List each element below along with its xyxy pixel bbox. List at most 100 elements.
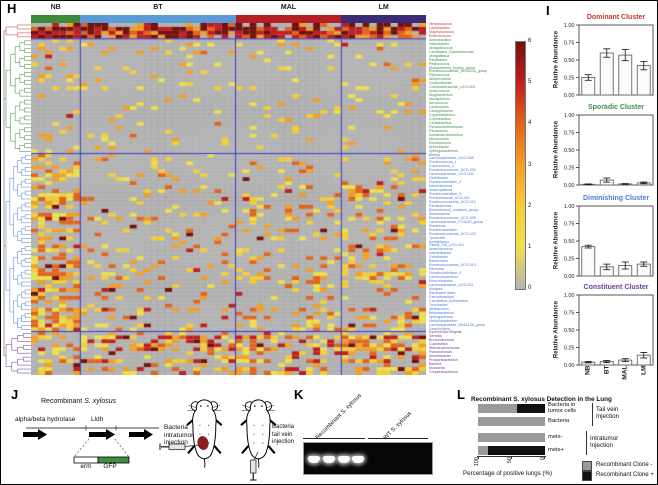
panel-k-label: K [294, 387, 304, 402]
taxon-label: Acetatifactor [429, 239, 449, 244]
taxon-label: Allobaculum [429, 306, 449, 311]
detection-bar-row [478, 433, 545, 442]
gfp-label: GFP [103, 463, 117, 470]
svg-text:0.50: 0.50 [564, 148, 575, 154]
taxon-label: Odoribacter [429, 255, 448, 260]
gel-group1-label: Recombinant S. xylosus [314, 392, 363, 441]
taxon-label: Lactobacillus [429, 25, 450, 30]
cluster-chart-title: Constituent Cluster [583, 284, 649, 291]
x-category-label: BT [603, 365, 611, 375]
svg-text:0.25: 0.25 [564, 346, 575, 352]
taxon-label: Turicibacter [429, 302, 448, 307]
taxon-label: Chryseobacterium [429, 370, 459, 375]
taxon-label: Prevotellaceae_UCG-001 [429, 196, 470, 201]
svg-text:0.50: 0.50 [564, 328, 575, 334]
x-tick-mark [544, 456, 545, 459]
taxon-label: Parabacteroides [429, 290, 456, 295]
clone-positive-segment [516, 404, 545, 413]
taxon-label: Acinetobacter [429, 354, 451, 359]
taxon-label: Propionibacterium [429, 358, 458, 363]
svg-text:1.00: 1.00 [564, 23, 575, 29]
taxon-label: Lachnoclostridium [429, 275, 458, 280]
taxon-label: Ruminiclostridium_6 [429, 192, 462, 197]
taxon-label: Rhodococcus [429, 140, 451, 145]
taxon-label: Bacillus [429, 362, 442, 367]
construct-and-mice-diagram [23, 398, 277, 481]
x-tick-label: 0 [540, 457, 546, 461]
clone-negative-segment [478, 446, 489, 455]
group-bar-LM [341, 15, 426, 23]
taxon-label: Desulfovibrio [429, 326, 450, 331]
taxon-label: Oscillibacter [429, 176, 449, 181]
group-label-NB: NB [50, 4, 61, 11]
group-label-MAL: MAL [280, 4, 297, 11]
colorbar-tick: 6 [528, 38, 532, 44]
taxon-label: Family_XIII_UCG-001 [429, 243, 465, 248]
detection-row-label: mets+ [548, 447, 564, 453]
taxon-label: Enterococcus [429, 33, 451, 38]
colorbar-tick: 2 [528, 202, 532, 209]
taxon-label: Lachnospiraceae_FCS020_group [429, 219, 483, 224]
x-category-label: NB [584, 365, 592, 375]
taxon-label: Ruminococcaceae_UCG-003 [429, 231, 476, 236]
taxon-label: Actinobacillus [429, 37, 451, 42]
gel-band [337, 456, 350, 463]
legend-item: Recombinant Clone - [582, 461, 652, 471]
mouse-tailvein [240, 398, 277, 469]
taxon-label: Pseudoxanthomonas [429, 124, 463, 129]
taxon-label: Ruminococcaceae_UCG-010 [429, 199, 476, 204]
gel-group2-label: WT S. xylosus [382, 410, 414, 441]
svg-text:1.00: 1.00 [564, 204, 575, 210]
taxon-label: Blautia [429, 152, 440, 157]
taxon-label: Ruminiclostridium_9 [429, 271, 462, 276]
svg-text:0.25: 0.25 [564, 166, 575, 172]
taxon-label: Mogibacterium [429, 93, 453, 98]
taxon-label: Serratia [429, 334, 442, 339]
detection-bar-row [478, 417, 545, 426]
x-category-label: MAL [621, 365, 629, 380]
taxon-label: Ruminococcus_1 [429, 160, 457, 165]
syringe-tailvein [250, 451, 259, 481]
taxon-label: Anaerovorax [429, 89, 450, 94]
construct-title: Recombinant S. xylosus [41, 398, 117, 405]
taxon-label: Mucispirillum [429, 97, 450, 102]
gene2-label: Lldh [91, 416, 104, 423]
svg-text:0.00: 0.00 [564, 183, 575, 189]
legend-item: Recombinant Clone + [582, 471, 654, 481]
taxon-label: Pseudomonas [429, 350, 452, 355]
svg-text:0.50: 0.50 [564, 58, 575, 64]
panel-l-label: L [457, 387, 465, 402]
taxon-label: Tyzzerella [429, 235, 446, 240]
taxon-label: Jeotgalibaca [429, 53, 450, 58]
cluster-bar-chart: 1.00 0.75 0.50 0.25 0.00 [564, 23, 654, 99]
taxon-label: Parasutterella [429, 203, 452, 208]
svg-text:0.75: 0.75 [564, 311, 575, 317]
intratumor-bracket-label: Intratumor Injection [590, 435, 619, 449]
taxon-label: Lactococcus [429, 105, 449, 110]
taxon-label: Bifidobacterium [429, 310, 454, 315]
svg-text:1.00: 1.00 [564, 293, 575, 299]
tailvein-bracket-label: Tail vein Injection [596, 406, 620, 420]
cluster-chart-title: Diminishing Cluster [582, 195, 650, 202]
taxon-label: Lachnospiraceae_UCG-008 [429, 156, 474, 161]
taxon-label: Akkermansia [429, 211, 450, 216]
taxon-label: Cerasibacillus [429, 120, 452, 125]
heatmap-row-labels: Streptococcus Lactobacillus Staphylococcus… [429, 22, 527, 377]
erm-label: erm [80, 463, 92, 470]
taxon-label: Brevundimonas [429, 338, 454, 343]
taxon-label: Ruminococcaceae_NK4A214_group [429, 69, 488, 74]
taxon-label: Arthrobacter [429, 144, 449, 149]
tailvein-bracket [592, 403, 593, 426]
taxon-label: Lachnospiraceae_UCG-001 [429, 283, 474, 288]
taxon-label: Aerococcus [429, 101, 448, 106]
taxon-label: Escherichia-Shigella [429, 330, 462, 335]
svg-text:0.75: 0.75 [564, 41, 575, 47]
gel-image [303, 442, 433, 475]
x-tick-mark [478, 456, 479, 459]
taxon-label: Bacteroides [429, 259, 448, 264]
cluster-bar-chart: 1.00 0.75 0.50 0.25 0.00 [564, 293, 654, 369]
taxon-label: Coriobacteriaceae_UCG-002 [429, 85, 476, 90]
tailvein-injection-label: Bacteria tail vein injection [272, 424, 295, 445]
taxon-label: Candidatus_Arthromitus [429, 298, 468, 303]
group-label-LM: LM [378, 4, 389, 11]
